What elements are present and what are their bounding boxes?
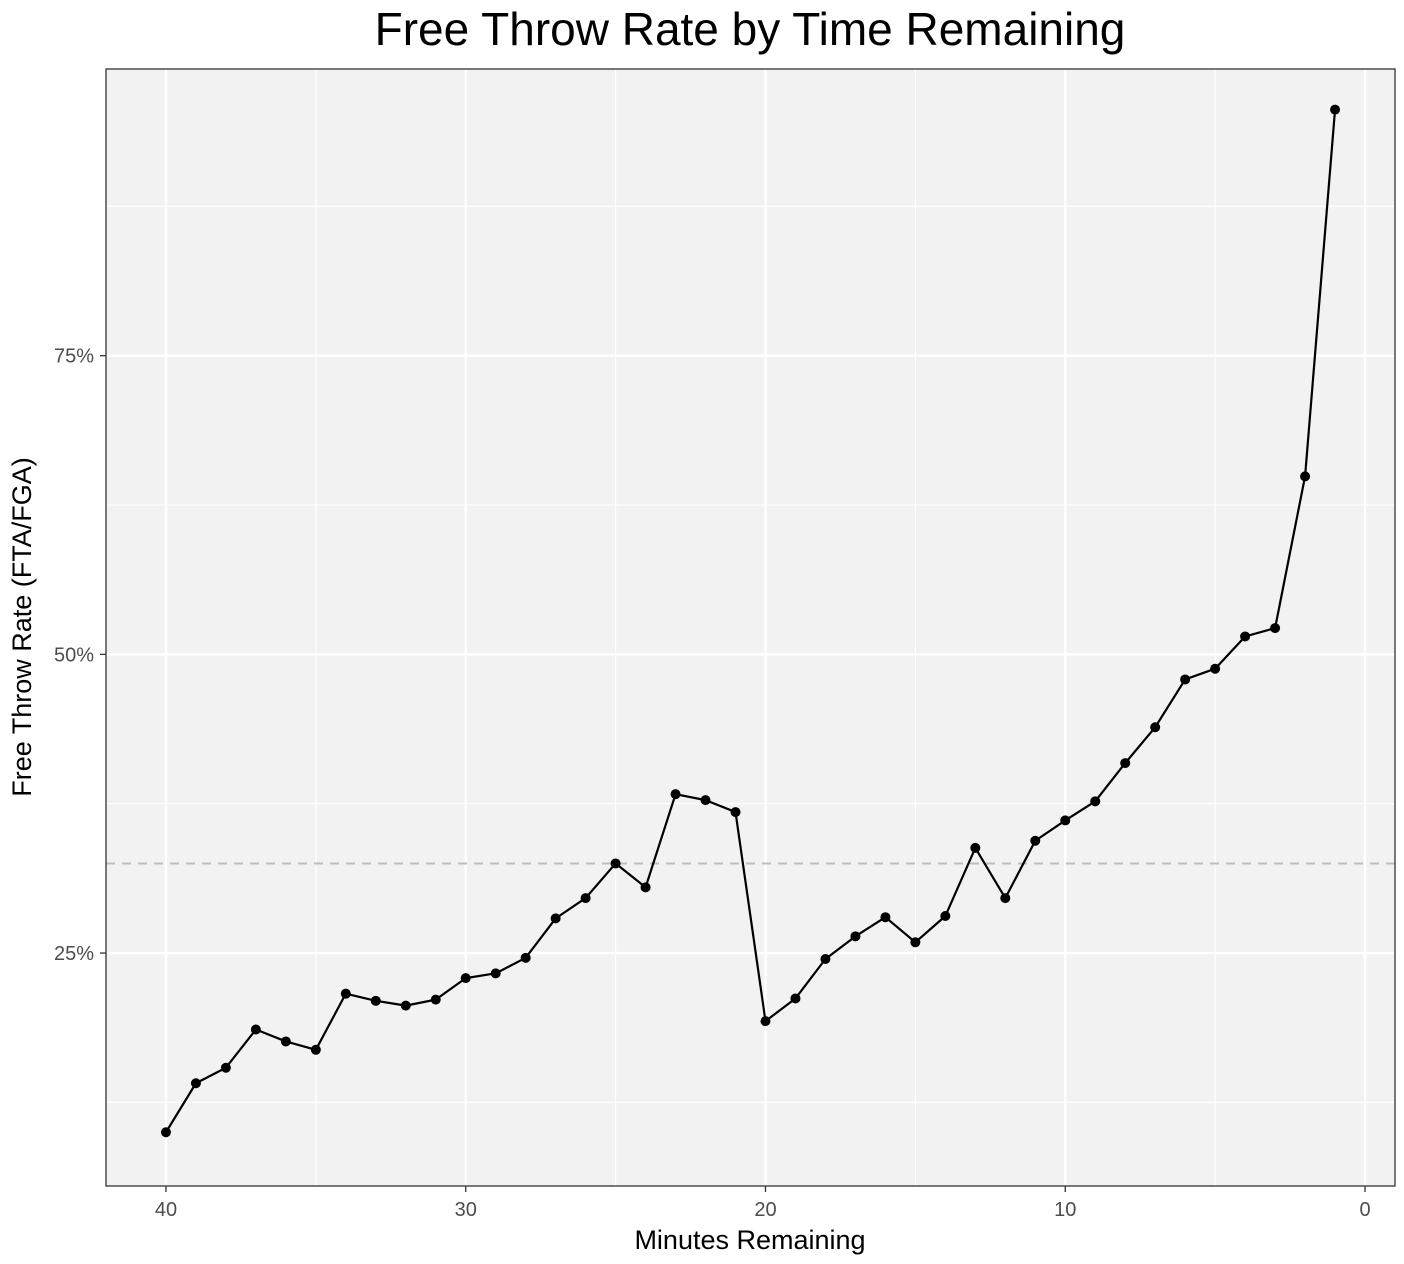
data-point	[580, 893, 591, 904]
data-point	[1330, 104, 1341, 115]
data-point	[190, 1078, 201, 1089]
data-point	[1060, 815, 1071, 826]
data-point	[880, 912, 891, 923]
data-point	[670, 789, 681, 800]
data-point	[1240, 631, 1251, 642]
data-point	[1000, 893, 1011, 904]
data-point	[1180, 674, 1191, 685]
plot-border	[105, 68, 1396, 1187]
x-tick-label: 30	[455, 1199, 477, 1221]
y-axis-title: Free Throw Rate (FTA/FGA)	[7, 457, 37, 797]
y-tick-label: 25%	[54, 943, 94, 965]
y-tick-label: 50%	[54, 644, 94, 666]
x-tick-label: 0	[1359, 1199, 1370, 1221]
data-point	[610, 858, 621, 869]
y-tick-label: 75%	[54, 346, 94, 368]
data-point	[430, 994, 441, 1005]
data-point	[370, 995, 381, 1006]
data-point	[1090, 796, 1101, 807]
data-point	[940, 911, 951, 922]
data-point	[730, 807, 741, 818]
data-point	[550, 913, 561, 924]
data-point	[760, 1016, 771, 1027]
tick-labels: 40 30 20 10 0 25% 50% 75%	[54, 346, 1371, 1221]
x-axis-title: Minutes Remaining	[634, 1225, 865, 1255]
data-point	[220, 1062, 231, 1073]
data-point	[490, 968, 501, 979]
x-tick-label: 10	[1054, 1199, 1076, 1221]
data-point	[640, 882, 651, 893]
data-point	[160, 1127, 171, 1138]
data-point	[520, 952, 531, 963]
plot-panel	[106, 69, 1395, 1186]
minor-gridlines	[106, 69, 1395, 1186]
x-tick-label: 40	[155, 1199, 177, 1221]
data-point	[250, 1024, 261, 1035]
data-point	[700, 795, 711, 806]
series-line	[165, 109, 1337, 1133]
data-point	[820, 954, 831, 965]
data-point	[850, 931, 861, 942]
data-point	[1120, 758, 1131, 769]
data-point	[280, 1036, 291, 1047]
data-point	[310, 1044, 321, 1055]
data-point	[340, 988, 351, 999]
major-gridlines	[106, 69, 1395, 1186]
data-point	[400, 1000, 411, 1011]
data-point	[1150, 722, 1161, 733]
data-point	[1270, 623, 1281, 634]
x-tick-label: 20	[754, 1199, 776, 1221]
data-points	[160, 104, 1341, 1138]
data-point	[790, 993, 801, 1004]
data-point	[970, 842, 981, 853]
data-point	[1030, 835, 1041, 846]
data-point	[910, 937, 921, 948]
chart-title: Free Throw Rate by Time Remaining	[375, 3, 1126, 55]
data-point	[1300, 471, 1311, 482]
data-point	[460, 973, 471, 984]
axis-ticks	[100, 355, 1366, 1192]
data-point	[1210, 663, 1221, 674]
